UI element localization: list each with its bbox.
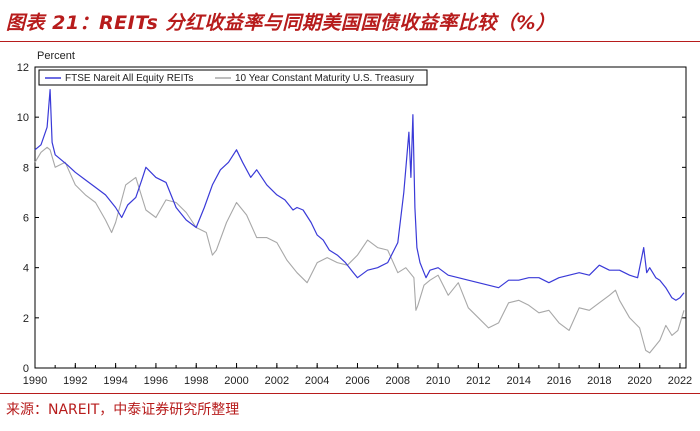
y-axis-label: Percent [37, 50, 75, 62]
x-tick-label: 2022 [668, 375, 692, 387]
series-line-treasury [34, 146, 685, 354]
x-tick-label: 1996 [144, 375, 168, 387]
x-tick-label: 2008 [386, 375, 410, 387]
figure-title: 图表 21：REITs 分红收益率与同期美国国债收益率比较（%） [6, 12, 556, 34]
series-line-reits [34, 89, 685, 301]
source-divider [0, 393, 700, 394]
x-tick-label: 2002 [265, 375, 289, 387]
y-tick-label: 0 [23, 363, 29, 375]
x-tick-label: 1990 [23, 375, 47, 387]
x-tick-label: 1994 [103, 375, 127, 387]
x-tick-label: 2010 [426, 375, 450, 387]
y-tick-label: 2 [23, 313, 29, 325]
x-tick-label: 1992 [63, 375, 87, 387]
x-tick-label: 2018 [587, 375, 611, 387]
x-tick-label: 2012 [466, 375, 490, 387]
y-tick-label: 12 [17, 62, 29, 74]
legend-label-reits: FTSE Nareit All Equity REITs [65, 73, 193, 84]
title-divider [0, 41, 700, 42]
y-tick-label: 6 [23, 213, 29, 225]
x-tick-label: 1998 [184, 375, 208, 387]
x-tick-label: 2020 [627, 375, 651, 387]
x-tick-label: 2006 [345, 375, 369, 387]
plot-frame [34, 66, 687, 369]
x-tick-label: 2016 [547, 375, 571, 387]
source-note: 来源：NAREIT，中泰证券研究所整理 [6, 402, 240, 418]
plot-area: 0 2 4 6 8 10 12 1990 1992 1994 1996 1998 2000 2002 200… [17, 50, 692, 387]
y-tick-label: 8 [23, 162, 29, 174]
line-chart: 0 2 4 6 8 10 12 1990 1992 1994 1996 1998 2000 2002 200… [17, 50, 692, 387]
legend-box [38, 69, 428, 86]
x-tick-label: 2014 [506, 375, 530, 387]
x-tick-label: 2000 [224, 375, 248, 387]
y-tick-label: 10 [17, 112, 29, 124]
x-tick-label: 2004 [305, 375, 329, 387]
y-tick-label: 4 [23, 263, 29, 275]
legend-label-treasury: 10 Year Constant Maturity U.S. Treasury [235, 73, 414, 84]
